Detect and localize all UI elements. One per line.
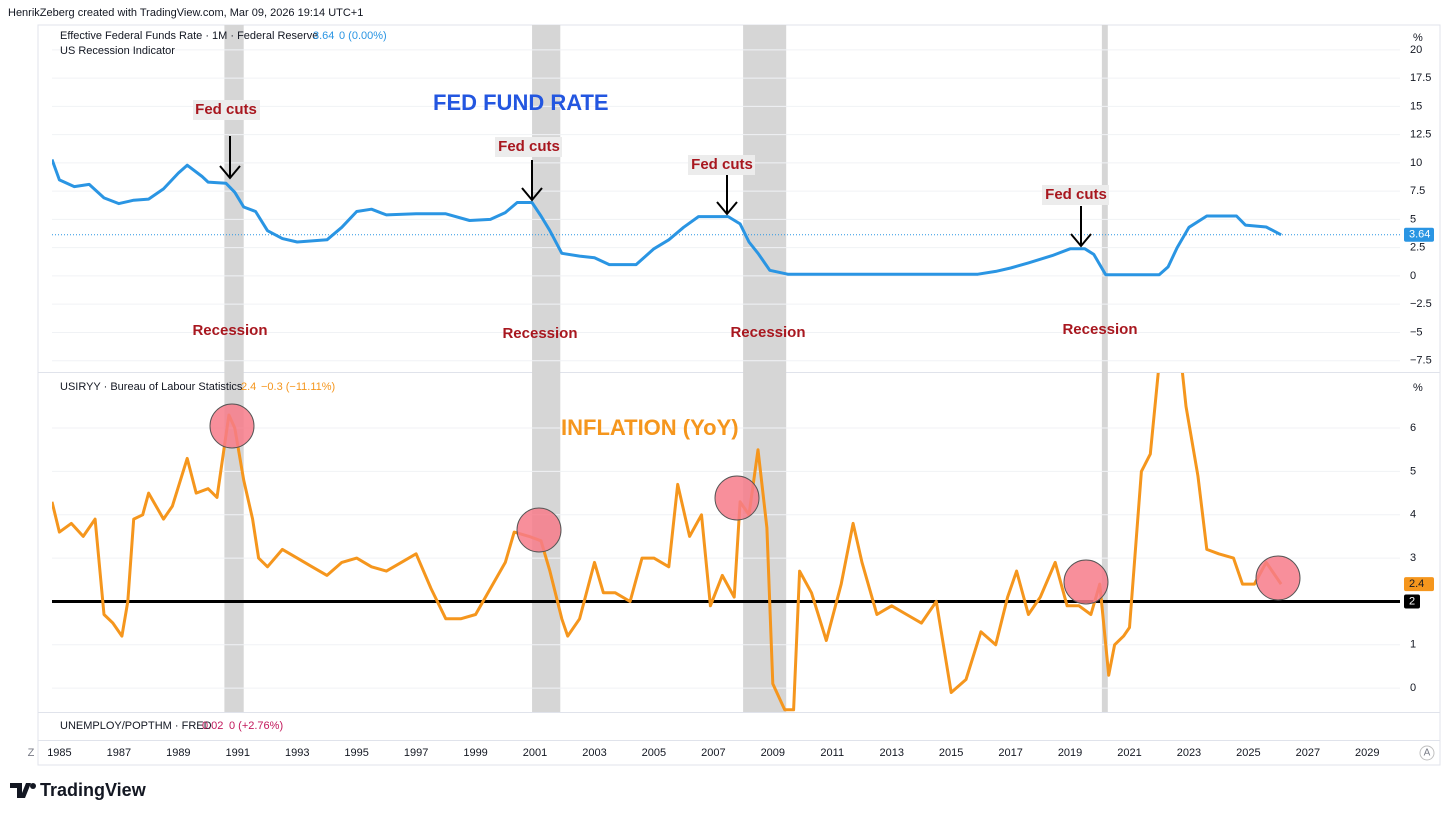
circle-marker	[1255, 555, 1301, 601]
unit: %	[1413, 32, 1423, 44]
price-label: 3.64	[1409, 229, 1430, 241]
x-tick-label: 1997	[404, 747, 428, 759]
y-tick-label: 7.5	[1410, 185, 1425, 197]
threshold-label: 2	[1409, 595, 1415, 607]
y-tick-label: 15	[1410, 100, 1422, 112]
legend-name: USIRYY · Bureau of Labour Statistics	[60, 381, 243, 393]
y-tick-label: 4	[1410, 509, 1416, 521]
circle-marker	[1063, 559, 1109, 605]
x-tick-label: 2023	[1177, 747, 1201, 759]
y-tick-label: 6	[1410, 422, 1416, 434]
x-tick-label: 2013	[879, 747, 903, 759]
label-bg	[495, 137, 562, 157]
arrow	[1070, 206, 1092, 248]
threshold-label-bg	[1404, 594, 1420, 609]
logo-icon	[10, 783, 31, 798]
label-bg	[1042, 185, 1109, 205]
x-tick-label: 2025	[1236, 747, 1260, 759]
y-tick-label: 5	[1410, 213, 1416, 225]
fed-cuts-label: Fed cuts	[1045, 186, 1107, 203]
x-tick-label: 1999	[463, 747, 487, 759]
label-bg	[193, 100, 260, 120]
recession-label: Recession	[502, 325, 577, 342]
y-tick-label: 12.5	[1410, 129, 1431, 141]
credit: HenrikZeberg created with TradingView.co…	[8, 7, 363, 19]
y-tick-label: 17.5	[1410, 72, 1431, 84]
x-tick-label: 1993	[285, 747, 309, 759]
inflation-title: INFLATION (YoY)	[561, 415, 739, 440]
x-tick-label: 2001	[523, 747, 547, 759]
legend-name: UNEMPLOY/POPTHM · FRED	[60, 720, 212, 732]
fed-cuts-label: Fed cuts	[498, 138, 560, 155]
x-tick-label: 1991	[226, 747, 250, 759]
x-tick-label: 2011	[820, 747, 844, 759]
legend-value: 3.64	[313, 30, 334, 42]
y-tick-label: 3	[1410, 552, 1416, 564]
y-tick-label: 1	[1410, 639, 1416, 651]
x-tick-label: 1995	[344, 747, 368, 759]
legend-change: −0.3 (−11.11%)	[261, 381, 335, 393]
recession-band	[224, 25, 244, 712]
circle-marker	[516, 507, 562, 553]
price-label-bg	[1404, 227, 1434, 242]
x-tick-label: 2007	[701, 747, 725, 759]
y-tick-label: 5	[1410, 465, 1416, 477]
x-tick-label: 2027	[1296, 747, 1320, 759]
price-label-bg	[1404, 577, 1434, 592]
x-tick-label: 2009	[761, 747, 785, 759]
y-tick-label: −5	[1410, 326, 1423, 338]
legend-name: Effective Federal Funds Rate · 1M · Fede…	[60, 30, 318, 42]
label-bg	[688, 155, 755, 175]
recession-label: Recession	[192, 322, 267, 339]
y-tick-label: 10	[1410, 157, 1422, 169]
x-tick-label: 1987	[107, 747, 131, 759]
y-tick-label: −7.5	[1410, 355, 1432, 367]
recession-band	[743, 25, 787, 712]
price-label: 2.4	[1409, 578, 1424, 590]
legend-value: 0.02	[202, 720, 223, 732]
legend-name: US Recession Indicator	[60, 45, 175, 57]
logo-dot	[30, 783, 36, 789]
x-tick-label: 1985	[47, 747, 71, 759]
y-tick-label: 0	[1410, 682, 1416, 694]
fed-cuts-label: Fed cuts	[195, 101, 257, 118]
x-tick-label: 2003	[582, 747, 606, 759]
y-tick-label: 20	[1410, 44, 1422, 56]
arrow	[716, 175, 738, 216]
recession-band	[532, 25, 561, 712]
x-tick-label: 2015	[939, 747, 963, 759]
x-tick-label: 2017	[998, 747, 1022, 759]
legend-value: 2.4	[241, 381, 256, 393]
axis-button[interactable]: Z	[28, 747, 35, 759]
axis-button-ring	[1419, 745, 1435, 761]
circle-markers	[209, 403, 1301, 605]
x-tick-label: 2005	[642, 747, 666, 759]
y-tick-label: 2.5	[1410, 242, 1425, 254]
circle-marker	[714, 475, 760, 521]
x-tick-label: 2019	[1058, 747, 1082, 759]
circle-marker	[209, 403, 255, 449]
line-series	[52, 158, 1282, 277]
recession-band	[1101, 25, 1108, 712]
fed-title: FED FUND RATE	[433, 90, 609, 115]
fed-cuts-label: Fed cuts	[691, 156, 753, 173]
y-tick-label: 0	[1410, 270, 1416, 282]
legend-change: 0 (0.00%)	[339, 30, 387, 42]
x-tick-label: 1989	[166, 747, 190, 759]
x-tick-label: 2021	[1117, 747, 1141, 759]
x-tick-label: 2029	[1355, 747, 1379, 759]
y-tick-label: −2.5	[1410, 298, 1432, 310]
recession-label: Recession	[730, 324, 805, 341]
fed-cuts: Fed cuts Fed cuts Fed cuts Fed cuts	[193, 100, 1109, 248]
recession-label: Recession	[1062, 321, 1137, 338]
arrow	[521, 160, 543, 202]
logo-text: TradingView	[40, 780, 147, 800]
unit: %	[1413, 382, 1423, 394]
axis-button[interactable]: A	[1424, 748, 1431, 759]
frame	[37, 24, 1441, 766]
legend-change: 0 (+2.76%)	[229, 720, 283, 732]
arrow	[219, 136, 241, 180]
